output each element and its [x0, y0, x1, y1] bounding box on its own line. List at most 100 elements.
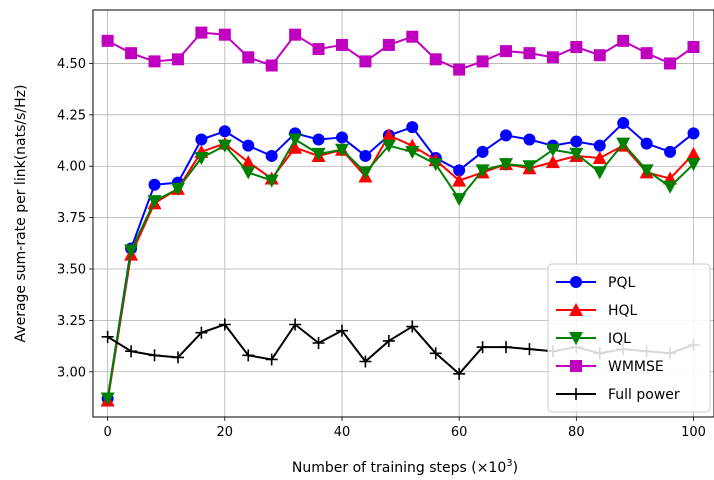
data-point-wmmse: [453, 63, 466, 76]
legend-label: Full power: [608, 387, 680, 403]
data-point-wmmse: [640, 47, 653, 60]
legend-entry-wmmse: WMMSE: [556, 359, 664, 375]
data-point-pql: [687, 127, 700, 140]
data-point-iql: [170, 182, 185, 196]
data-point-hql: [381, 128, 396, 142]
legend-label: HQL: [608, 303, 638, 319]
y-tick-label: 4.25: [57, 108, 86, 123]
data-point-iql: [194, 152, 209, 165]
series-iql: [100, 133, 701, 406]
data-point-full-power: [429, 347, 442, 360]
data-point-iql: [381, 139, 396, 153]
data-point-pql: [359, 149, 372, 162]
y-tick-label: 4.50: [57, 57, 86, 72]
series-line-hql: [106, 134, 695, 401]
data-point-wmmse: [617, 34, 630, 47]
data-point-hql: [241, 155, 256, 169]
legend: PQL HQL IQL WMMSE Full power: [547, 263, 711, 413]
data-point-iql: [475, 164, 490, 178]
data-point-pql: [335, 131, 348, 144]
data-point-full-power: [382, 334, 395, 347]
data-point-wmmse: [476, 55, 489, 68]
data-point-iql: [428, 158, 443, 172]
data-point-full-power: [171, 351, 184, 364]
data-point-iql: [264, 174, 279, 188]
legend-marker: [570, 360, 582, 372]
x-axis-title: Number of training steps (×103): [292, 458, 518, 476]
x-axis-ticks: 0 20 40 60 80 100: [104, 417, 706, 440]
series-pql: [101, 117, 700, 405]
data-point-pql: [148, 178, 161, 191]
data-point-pql: [523, 133, 536, 146]
y-tick-label: 3.50: [57, 263, 86, 278]
data-point-full-power: [476, 341, 489, 354]
data-point-wmmse: [664, 57, 677, 70]
legend-marker: [569, 332, 583, 345]
data-point-pql: [406, 121, 419, 134]
data-point-iql: [522, 160, 537, 174]
data-point-wmmse: [148, 55, 161, 68]
y-tick-label: 3.00: [57, 365, 86, 380]
y-tick-label: 4.00: [57, 160, 86, 175]
data-point-hql: [288, 140, 303, 154]
data-point-wmmse: [265, 59, 278, 72]
data-point-iql: [499, 158, 514, 172]
data-point-pql: [593, 139, 606, 152]
legend-marker: [570, 388, 582, 400]
data-point-iql: [592, 166, 607, 180]
data-point-full-power: [406, 320, 419, 333]
data-point-iql: [288, 133, 303, 147]
data-point-wmmse: [382, 38, 395, 51]
y-tick-label: 3.25: [57, 314, 86, 329]
legend-marker: [570, 276, 582, 288]
legend-entry-full-power: Full power: [556, 387, 680, 403]
x-axis-title-end: ): [513, 460, 518, 476]
data-point-iql: [241, 166, 256, 180]
data-point-iql: [663, 180, 678, 194]
y-axis-title: Average sum-rate per link(nats/s/Hz): [13, 85, 29, 343]
data-point-wmmse: [101, 34, 114, 47]
data-point-wmmse: [593, 49, 606, 62]
x-axis-title-superscript: 3: [506, 458, 512, 469]
x-tick-label: 80: [568, 425, 585, 440]
data-point-iql: [147, 195, 162, 209]
data-point-full-power: [359, 355, 372, 368]
data-point-iql: [452, 193, 467, 207]
data-point-iql: [217, 139, 232, 153]
data-point-iql: [311, 147, 326, 161]
data-point-full-power: [523, 343, 536, 356]
legend-label: IQL: [608, 331, 631, 347]
data-point-pql: [500, 129, 513, 142]
data-point-full-power: [218, 318, 231, 331]
data-point-wmmse: [289, 28, 302, 41]
data-point-pql: [640, 137, 653, 150]
plot-frame: [92, 9, 714, 418]
data-point-pql: [195, 133, 208, 146]
data-point-hql: [545, 155, 560, 169]
data-point-pql: [312, 133, 325, 146]
data-point-hql: [452, 173, 467, 187]
data-point-pql: [453, 164, 466, 177]
data-point-full-power: [265, 353, 278, 366]
y-axis-ticks: 3.00 3.25 3.50 3.75 4.00 4.25 4.50: [57, 57, 93, 380]
data-point-wmmse: [570, 41, 583, 53]
data-point-hql: [592, 151, 607, 164]
data-point-wmmse: [125, 47, 138, 60]
legend-label: PQL: [608, 275, 635, 291]
series-layer: [100, 26, 701, 407]
data-point-wmmse: [359, 55, 372, 68]
data-point-iql: [686, 158, 701, 172]
data-point-full-power: [195, 326, 208, 339]
data-point-full-power: [101, 330, 114, 343]
legend-label: WMMSE: [608, 359, 664, 375]
data-point-wmmse: [687, 41, 700, 53]
grid-lines: [93, 10, 714, 417]
data-point-pql: [664, 145, 677, 158]
data-point-iql: [334, 143, 349, 157]
data-point-wmmse: [312, 43, 325, 56]
series-wmmse: [101, 26, 700, 76]
data-point-hql: [686, 146, 701, 160]
data-point-pql: [570, 135, 583, 148]
data-point-full-power: [453, 367, 466, 380]
